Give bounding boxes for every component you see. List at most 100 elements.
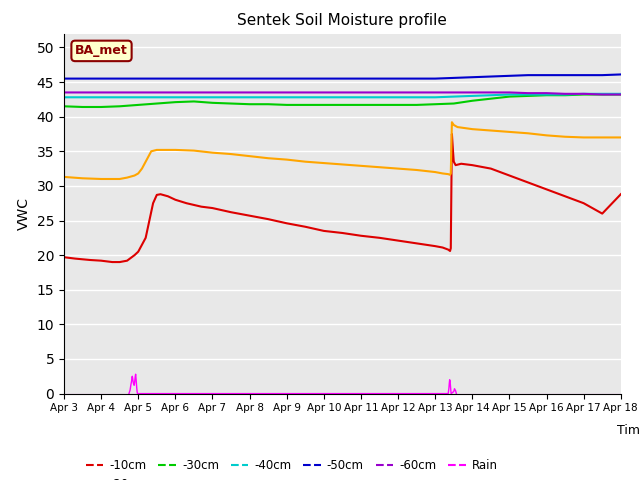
-10cm (376, 235, 383, 240)
-30cm (543, 92, 550, 98)
-10cm (506, 173, 513, 179)
-20cm (580, 134, 588, 140)
-30cm (561, 92, 569, 98)
-40cm (431, 95, 439, 100)
-40cm (357, 95, 365, 100)
-40cm (283, 95, 291, 100)
-20cm (147, 148, 155, 154)
-60cm (506, 90, 513, 96)
-60cm (561, 91, 569, 96)
-50cm (134, 76, 142, 82)
-60cm (468, 90, 476, 96)
-10cm (543, 187, 550, 192)
Rain (129, 373, 136, 379)
Rain (447, 387, 454, 393)
-10cm (71, 256, 79, 262)
-40cm (617, 91, 625, 96)
-10cm (283, 220, 291, 226)
-10cm (97, 258, 105, 264)
-10cm (108, 259, 116, 265)
-10cm (157, 192, 164, 197)
Rain (127, 383, 134, 388)
Rain (129, 380, 137, 386)
-40cm (134, 95, 142, 100)
-50cm (246, 76, 253, 82)
-30cm (617, 92, 625, 97)
-30cm (116, 103, 124, 109)
-20cm (598, 134, 606, 140)
Line: -20cm: -20cm (64, 122, 621, 179)
-10cm (153, 192, 161, 198)
-60cm (450, 90, 458, 96)
-20cm (376, 164, 383, 170)
-10cm (142, 235, 150, 240)
-20cm (431, 169, 439, 175)
-30cm (209, 100, 216, 106)
-20cm (561, 134, 569, 140)
-20cm (454, 124, 461, 130)
-30cm (487, 96, 495, 102)
-10cm (198, 204, 205, 210)
-50cm (468, 74, 476, 80)
-10cm (164, 193, 172, 199)
-30cm (580, 92, 588, 97)
-20cm (439, 170, 447, 176)
Rain (129, 375, 136, 381)
-20cm (448, 120, 456, 125)
-10cm (124, 258, 131, 264)
Line: -40cm: -40cm (64, 94, 621, 97)
-20cm (145, 152, 153, 157)
-60cm (580, 91, 588, 96)
Rain (131, 380, 138, 386)
-20cm (124, 175, 131, 180)
-20cm (447, 170, 454, 176)
-10cm (116, 259, 124, 265)
-10cm (172, 197, 179, 203)
-30cm (413, 102, 420, 108)
-50cm (561, 72, 569, 78)
Rain (446, 378, 454, 384)
Rain (129, 378, 137, 384)
-30cm (524, 93, 532, 99)
Rain (447, 383, 454, 388)
-30cm (264, 101, 272, 107)
Rain (133, 389, 141, 395)
-50cm (320, 76, 328, 82)
-60cm (283, 90, 291, 96)
-10cm (458, 161, 465, 167)
-20cm (446, 172, 454, 178)
-20cm (450, 122, 458, 128)
-40cm (320, 95, 328, 100)
-30cm (339, 102, 346, 108)
-20cm (339, 162, 346, 168)
-20cm (413, 167, 420, 173)
-20cm (97, 176, 105, 182)
-50cm (524, 72, 532, 78)
-60cm (172, 90, 179, 96)
-40cm (543, 92, 550, 97)
-60cm (320, 90, 328, 96)
-10cm (339, 230, 346, 236)
-30cm (97, 104, 105, 110)
-50cm (506, 73, 513, 79)
-10cm (598, 211, 606, 216)
X-axis label: Time: Time (616, 424, 640, 437)
Rain (134, 391, 141, 396)
Line: -30cm: -30cm (64, 95, 621, 107)
Rain (128, 375, 136, 381)
-40cm (394, 95, 402, 100)
-40cm (97, 95, 105, 100)
-10cm (447, 245, 454, 251)
-10cm (524, 180, 532, 185)
-50cm (450, 75, 458, 81)
-50cm (394, 76, 402, 82)
-10cm (394, 238, 402, 243)
-20cm (190, 148, 198, 154)
Rain (125, 391, 133, 396)
-20cm (209, 150, 216, 156)
-20cm (172, 147, 179, 153)
-30cm (134, 102, 142, 108)
Title: Sentek Soil Moisture profile: Sentek Soil Moisture profile (237, 13, 447, 28)
-50cm (431, 76, 439, 82)
-30cm (468, 98, 476, 104)
